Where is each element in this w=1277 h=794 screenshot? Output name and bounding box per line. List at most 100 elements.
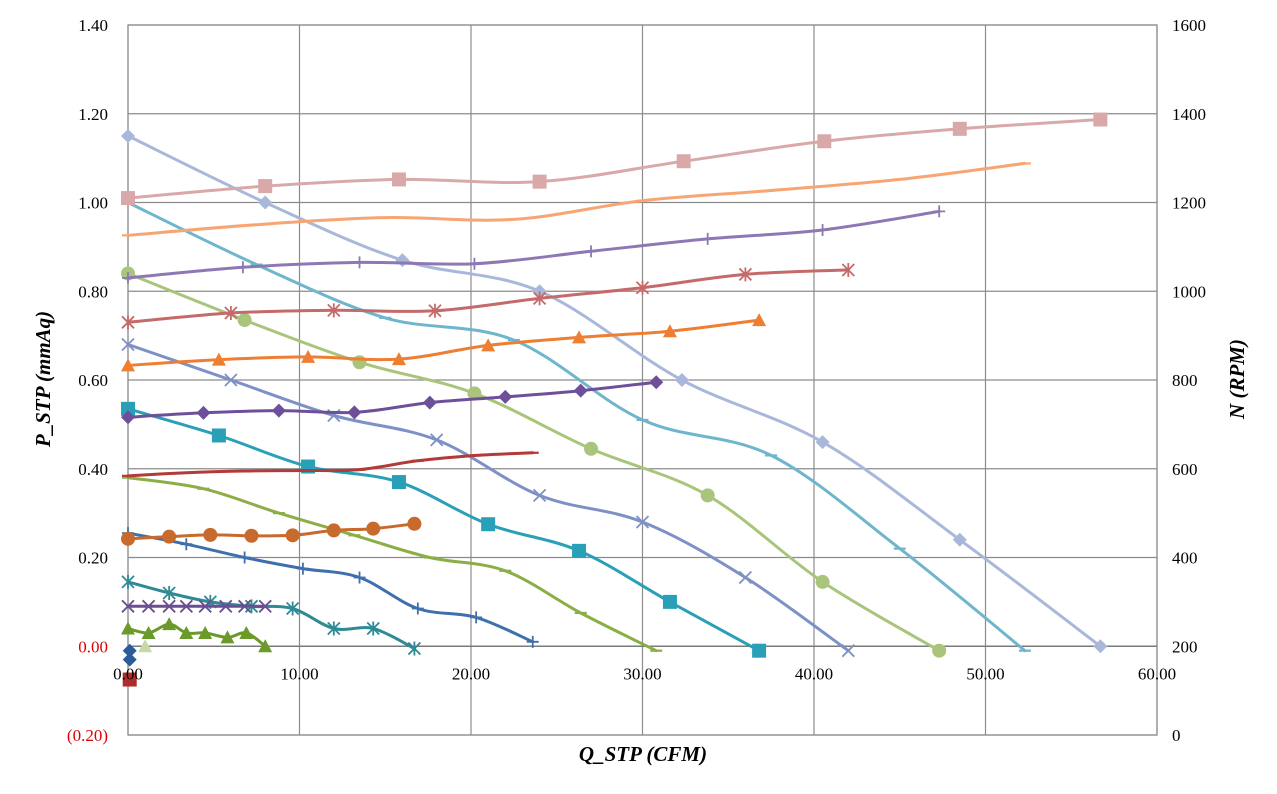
data-point <box>366 521 381 536</box>
plot-area <box>121 112 1108 687</box>
data-point <box>815 435 830 450</box>
x-tick-label: 20.00 <box>452 664 490 683</box>
data-point <box>470 611 483 624</box>
data-point <box>121 358 135 372</box>
data-point <box>817 134 832 149</box>
y2-tick-label: 200 <box>1172 637 1198 656</box>
data-point <box>347 405 362 420</box>
pressure-series-8 <box>121 574 422 656</box>
pressure-series-line <box>126 272 941 653</box>
speed-series-line <box>126 380 658 419</box>
data-point <box>258 179 273 194</box>
data-point <box>481 338 496 352</box>
data-point <box>700 488 715 503</box>
y2-tick-label: 1200 <box>1172 194 1206 213</box>
x-tick-label: 10.00 <box>280 664 318 683</box>
data-point <box>122 643 137 658</box>
pressure-series-line <box>126 476 658 653</box>
x-tick-label: 40.00 <box>795 664 833 683</box>
data-point <box>674 373 689 387</box>
data-point <box>584 441 599 456</box>
y-tick-label: 0.80 <box>78 282 108 301</box>
data-point <box>162 529 177 544</box>
data-point <box>258 639 273 653</box>
data-point <box>932 643 947 658</box>
pressure-series-line <box>126 201 1027 653</box>
data-point <box>353 256 366 269</box>
y-tick-label: 0.60 <box>78 371 108 390</box>
data-point <box>952 532 967 547</box>
y2-tick-label: 1600 <box>1172 16 1206 35</box>
speed-series-7 <box>122 451 539 478</box>
data-point <box>121 531 135 546</box>
data-point <box>428 303 442 318</box>
data-point <box>952 121 967 136</box>
speed-series-line <box>126 318 761 367</box>
data-point <box>532 174 547 189</box>
data-point <box>816 224 829 237</box>
data-point <box>738 570 753 585</box>
data-point <box>162 617 177 631</box>
data-point <box>271 403 286 418</box>
data-point <box>244 528 259 543</box>
data-point <box>220 630 235 644</box>
data-point <box>327 621 341 636</box>
pressure-series-line <box>126 580 416 650</box>
data-point <box>468 257 481 270</box>
data-point <box>532 291 547 306</box>
data-point <box>121 128 135 143</box>
data-point <box>121 599 135 613</box>
gridlines <box>127 24 1158 736</box>
data-point <box>141 599 156 613</box>
data-point <box>121 410 135 425</box>
pressure-series-3 <box>121 266 947 658</box>
y-tick-label: 0.00 <box>78 637 108 656</box>
x-tick-label: 50.00 <box>966 664 1004 683</box>
pressure-series-10 <box>121 617 273 653</box>
y2-tick-label: 400 <box>1172 549 1198 568</box>
data-point <box>326 523 341 538</box>
data-point <box>198 625 213 639</box>
data-point <box>701 232 714 245</box>
data-point <box>752 313 767 327</box>
data-point <box>122 652 137 667</box>
data-point <box>430 433 444 447</box>
speed-series-line <box>126 209 941 280</box>
pressure-series-4 <box>121 337 855 658</box>
y-tick-label: 1.40 <box>78 16 108 35</box>
data-point <box>572 330 587 344</box>
data-point <box>572 543 587 558</box>
data-point <box>407 641 422 656</box>
data-point <box>407 516 422 531</box>
data-point <box>752 643 767 658</box>
pressure-series-line <box>126 531 535 644</box>
data-point <box>467 386 482 401</box>
x-axis-title: Q_STP (CFM) <box>579 742 707 766</box>
pressure-series-1 <box>121 128 1108 654</box>
data-point <box>211 352 226 366</box>
y-tick-label: 0.20 <box>78 549 108 568</box>
data-point <box>141 625 156 639</box>
data-point <box>391 475 406 490</box>
data-point <box>239 625 254 639</box>
data-point <box>224 373 238 387</box>
data-point <box>258 599 272 613</box>
plot-frame <box>127 24 1158 736</box>
data-point <box>224 305 238 320</box>
data-point <box>122 271 134 284</box>
speed-series-8 <box>121 516 422 546</box>
x-tick-label: 0.00 <box>113 664 143 683</box>
data-point <box>366 621 380 636</box>
data-point <box>286 601 300 616</box>
data-point <box>391 352 406 366</box>
data-point <box>258 195 273 210</box>
data-point <box>526 635 539 648</box>
data-point <box>532 488 547 503</box>
data-point <box>296 562 309 575</box>
data-point <box>121 401 135 416</box>
data-point <box>1093 639 1108 654</box>
data-point <box>179 625 194 639</box>
data-point <box>237 313 252 328</box>
data-point <box>196 405 211 420</box>
